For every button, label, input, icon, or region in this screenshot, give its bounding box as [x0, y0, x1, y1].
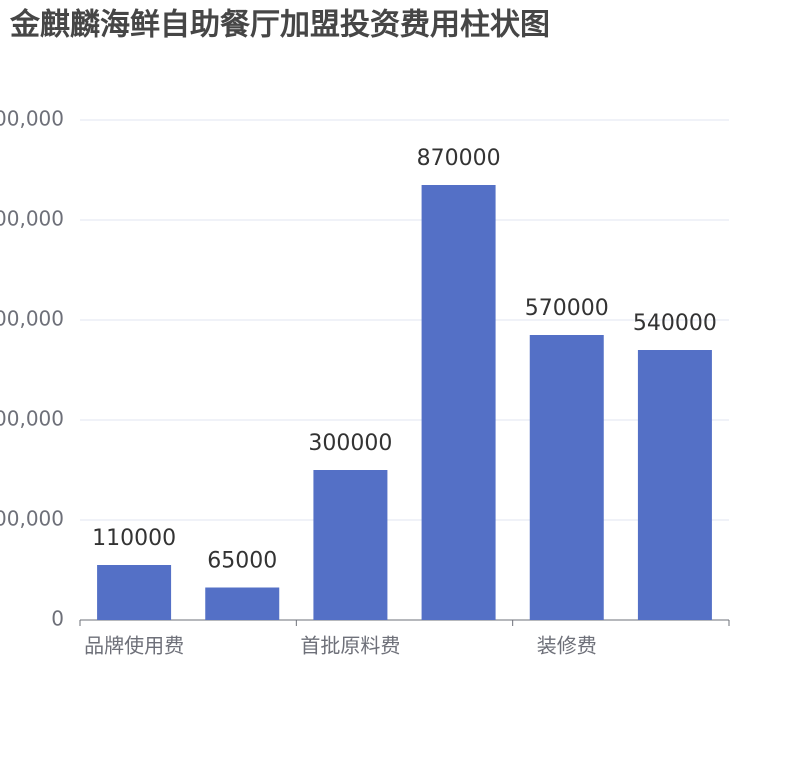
y-tick-label: 600,000: [0, 307, 64, 331]
value-label: 540000: [633, 311, 717, 336]
y-tick-label: 400,000: [0, 407, 64, 431]
value-label: 570000: [525, 296, 609, 321]
y-tick-label: 0: [51, 607, 64, 631]
y-tick-label: 200,000: [0, 507, 64, 531]
chart-title: 金麒麟海鲜自助餐厅加盟投资费用柱状图: [9, 8, 550, 43]
x-tick-label: 品牌使用费: [84, 634, 184, 658]
x-tick-label: 首批原料费: [300, 634, 400, 658]
y-tick-label: 1,000,000: [0, 107, 64, 131]
x-tick-label: 装修费: [537, 634, 597, 658]
value-label: 110000: [92, 526, 176, 551]
bar: [637, 350, 712, 620]
y-tick-label: 800,000: [0, 207, 64, 231]
bar: [529, 335, 604, 620]
bar: [313, 470, 388, 620]
bar: [205, 587, 280, 620]
value-label: 870000: [417, 146, 501, 171]
value-label: 300000: [308, 431, 392, 456]
bar: [421, 185, 496, 620]
value-label: 65000: [207, 549, 277, 574]
bar: [97, 565, 172, 620]
